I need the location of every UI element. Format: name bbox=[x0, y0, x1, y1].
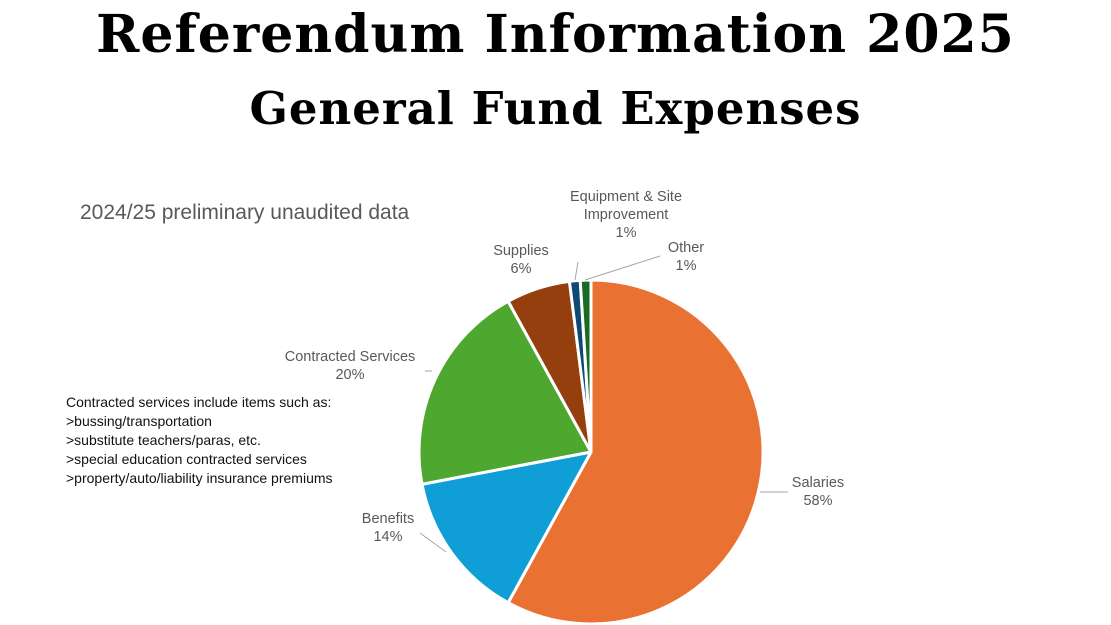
pie-slice-contracted-services bbox=[417, 299, 593, 486]
slice-label: Other 1% bbox=[668, 240, 704, 274]
data-note: 2024/25 preliminary unaudited data bbox=[80, 201, 410, 224]
annotation-item: >special education contracted services bbox=[66, 451, 307, 467]
pie-slice-benefits bbox=[420, 450, 593, 605]
leader-line bbox=[584, 255, 661, 281]
slice-label: Salaries 58% bbox=[792, 475, 844, 509]
page-title: Referendum Information 2025 bbox=[96, 4, 1015, 65]
leader-line bbox=[419, 532, 447, 553]
slice-label: Supplies 6% bbox=[493, 243, 549, 277]
pie-slice-salaries bbox=[506, 278, 765, 625]
annotation-item: >bussing/transportation bbox=[66, 413, 212, 429]
slice-label: Benefits 14% bbox=[362, 511, 414, 545]
leader-line bbox=[574, 261, 579, 281]
slice-label: Equipment & Site Improvement 1% bbox=[570, 189, 682, 241]
page-subtitle: General Fund Expenses bbox=[249, 82, 862, 135]
annotation-heading: Contracted services include items such a… bbox=[66, 394, 332, 410]
annotation-item: >substitute teachers/paras, etc. bbox=[66, 432, 261, 448]
annotation-item: >property/auto/liability insurance premi… bbox=[66, 470, 333, 486]
contracted-services-note: Contracted services include items such a… bbox=[66, 393, 396, 488]
slice-label: Contracted Services 20% bbox=[285, 349, 416, 383]
